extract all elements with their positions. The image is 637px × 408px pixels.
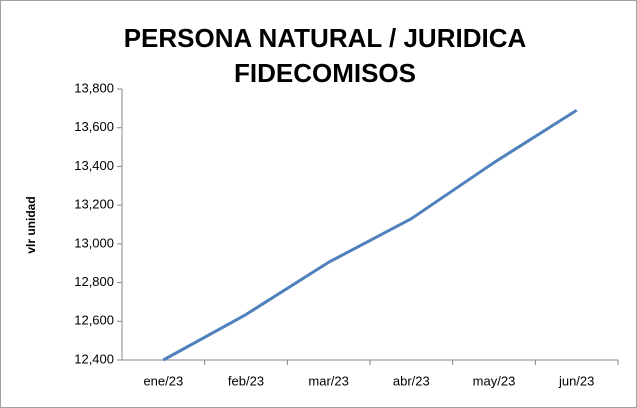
y-tick-label: 12,600 [74,313,114,328]
x-tick-label: mar/23 [308,373,348,388]
y-tick-label: 12,800 [74,274,114,289]
y-tick-label: 13,200 [74,197,114,212]
chart-title: FIDECOMISOS [234,58,416,88]
y-tick-label: 13,600 [74,119,114,134]
y-tick-label: 13,800 [74,80,114,95]
x-tick-label: ene/23 [143,373,183,388]
y-tick-label: 12,400 [74,351,114,366]
x-tick-label: abr/23 [393,373,430,388]
x-tick-label: may/23 [473,373,516,388]
line-series [162,109,578,362]
y-axis-label: vlr unidad [24,196,38,253]
y-tick-label: 13,400 [74,158,114,173]
x-tick-label: jun/23 [558,373,594,388]
y-tick-label: 13,000 [74,235,114,250]
chart-title: PERSONA NATURAL / JURIDICA [124,23,527,53]
x-tick-label: feb/23 [228,373,264,388]
